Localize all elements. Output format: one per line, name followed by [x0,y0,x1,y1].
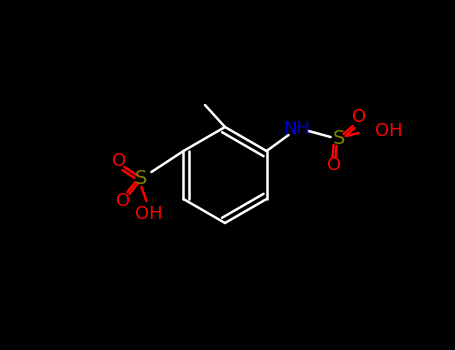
Text: S: S [135,169,147,189]
Text: NH: NH [283,120,310,138]
Text: S: S [333,130,345,148]
Text: OH: OH [135,205,162,223]
Text: O: O [112,152,126,170]
Text: O: O [327,156,341,174]
Text: O: O [352,108,366,126]
Text: O: O [116,192,131,210]
Text: OH: OH [374,122,402,140]
